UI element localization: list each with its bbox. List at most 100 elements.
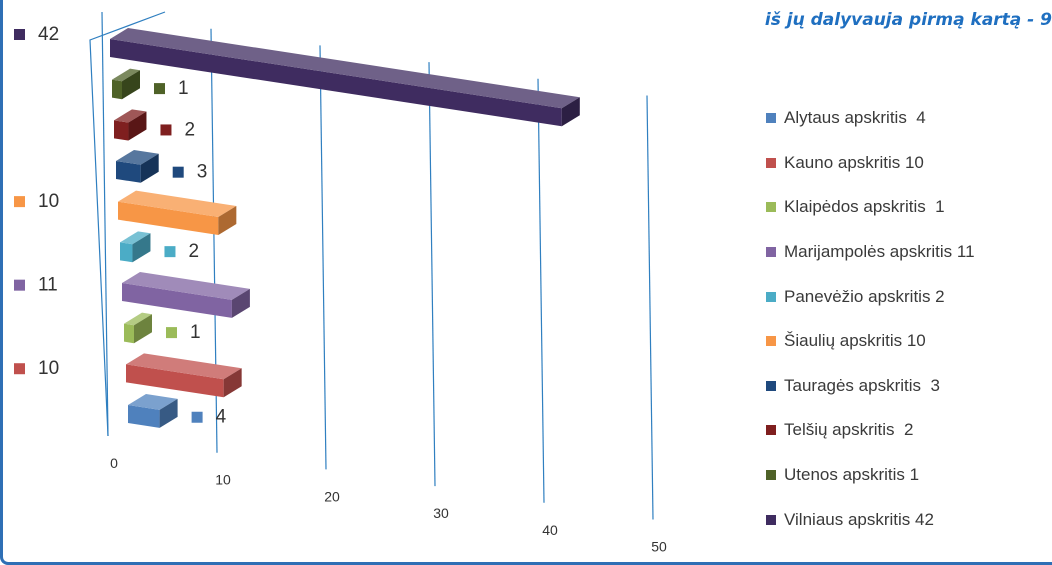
data-label-text: 2 [184, 119, 195, 140]
data-label-marker [166, 327, 177, 339]
bar-end-face [231, 288, 250, 318]
legend-swatch [766, 291, 776, 302]
bar [116, 150, 159, 183]
chart-legend: Alytaus apskritis 4 Kauno apskritis 10 Kla… [766, 96, 975, 542]
data-label: 1 [166, 322, 201, 343]
data-label-marker [172, 166, 184, 178]
x-tick-label: 30 [433, 505, 449, 521]
bar [126, 353, 242, 398]
gridline [537, 78, 545, 503]
legend-item: Klaipėdos apskritis 1 [766, 185, 975, 230]
legend-item: Panevėžio apskritis 2 [766, 274, 975, 319]
bar-top-face [124, 312, 152, 326]
legend-item: Šiaulių apskritis 10 [766, 319, 975, 364]
legend-item: Utenos apskritis 1 [766, 453, 975, 498]
bar-front-face [116, 161, 141, 183]
data-label: 10 [14, 358, 59, 379]
bar-top-face [110, 28, 580, 109]
bar [122, 272, 250, 318]
bar-top-face [114, 109, 147, 123]
bar-front-face [118, 201, 219, 236]
data-label-marker [14, 363, 25, 375]
data-label-marker [14, 196, 25, 208]
legend-swatch [766, 157, 776, 168]
bar-end-face [223, 368, 242, 398]
bars [110, 28, 580, 428]
data-label: 3 [172, 162, 208, 183]
legend-swatch [766, 470, 776, 481]
data-label: 2 [164, 241, 199, 262]
legend-label: Alytaus apskritis 4 [784, 108, 926, 128]
data-label: 11 [14, 275, 58, 296]
legend-item: Marijampolės apskritis 11 [766, 230, 975, 275]
bar-top-face [116, 150, 159, 165]
gridlines [89, 11, 654, 520]
legend-swatch [766, 202, 776, 213]
x-tick-label: 50 [651, 539, 667, 555]
data-label: 2 [160, 119, 195, 140]
legend-label: Kauno apskritis 10 [784, 152, 924, 172]
legend-label: Utenos apskritis 1 [784, 465, 920, 485]
bar [114, 109, 147, 141]
data-label-text: 2 [188, 241, 199, 262]
data-label-text: 3 [197, 162, 208, 183]
gridline [428, 62, 436, 487]
chart-subtitle: iš jų dalyvauja pirmą kartą - 9 [764, 10, 1052, 30]
bar-end-face [218, 206, 237, 236]
data-label-marker [164, 246, 176, 258]
gridline [646, 95, 654, 520]
data-label-text: 4 [216, 407, 227, 428]
legend-item: Telšių apskritis 2 [766, 408, 975, 453]
bar-front-face [128, 405, 160, 428]
data-label-text: 1 [190, 322, 201, 343]
legend-label: Marijampolės apskritis 11 [784, 242, 975, 262]
bar-front-face [110, 39, 562, 127]
data-label-text: 10 [38, 358, 59, 379]
legend-swatch [766, 514, 776, 525]
data-label-text: 10 [38, 191, 59, 212]
bar [110, 28, 580, 127]
bar-end-face [122, 70, 140, 100]
data-label: 10 [14, 191, 59, 212]
data-label-marker [14, 279, 25, 291]
bar-front-face [124, 323, 134, 344]
data-label-marker [191, 411, 203, 423]
bar-front-face [112, 79, 122, 100]
x-tick-label: 10 [215, 472, 231, 488]
bar-end-face [140, 153, 159, 183]
data-label-marker [14, 29, 25, 40]
bar [124, 312, 152, 344]
bar [118, 190, 237, 236]
x-axis-ticks: 0 10 20 30 40 50 [110, 455, 667, 555]
data-label: 42 [14, 24, 59, 45]
bar-end-face [132, 233, 151, 263]
bar [112, 68, 140, 100]
data-label-text: 1 [178, 78, 189, 99]
legend-item: Kauno apskritis 10 [766, 141, 975, 186]
bar-top-face [118, 190, 237, 218]
bar-front-face [114, 120, 129, 141]
data-label: 4 [191, 407, 227, 428]
data-label-text: 42 [38, 24, 59, 45]
x-tick-label: 40 [542, 522, 558, 538]
bar-front-face [122, 283, 232, 318]
legend-item: Alytaus apskritis 4 [766, 96, 975, 141]
bar-front-face [120, 242, 133, 263]
legend-item: Vilniaus apskritis 42 [766, 497, 975, 542]
legend-label: Vilniaus apskritis 42 [784, 509, 934, 529]
x-tick-label: 0 [110, 455, 118, 471]
legend-swatch [766, 336, 776, 347]
data-label-text: 11 [38, 275, 58, 296]
bar-top-face [126, 353, 242, 380]
data-label-marker [154, 83, 165, 95]
bar-end-face [134, 314, 152, 344]
legend-label: Telšių apskritis 2 [784, 420, 914, 440]
bar-end-face [561, 97, 580, 127]
legend-item: Tauragės apskritis 3 [766, 364, 975, 409]
legend-swatch [766, 113, 776, 124]
bar [128, 394, 178, 428]
legend-swatch [766, 425, 776, 436]
